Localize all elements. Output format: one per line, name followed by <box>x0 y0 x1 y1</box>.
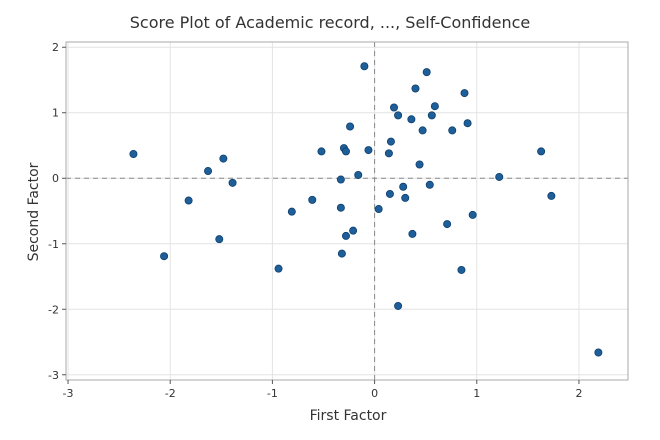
data-point <box>443 220 452 229</box>
x-tick-label: 1 <box>473 387 480 400</box>
chart-title: Score Plot of Academic record, ..., Self… <box>130 13 530 32</box>
y-axis-label: Second Factor <box>26 162 42 261</box>
data-point <box>448 126 457 135</box>
data-point <box>407 115 416 124</box>
data-point <box>219 154 228 163</box>
x-tick-label: -1 <box>267 387 278 400</box>
plot-area-frame <box>65 41 629 381</box>
data-point <box>394 301 403 310</box>
data-point <box>160 252 169 261</box>
data-point <box>457 265 466 274</box>
data-point <box>430 102 439 111</box>
data-point <box>204 167 213 176</box>
data-point <box>463 119 472 128</box>
y-tick-label: -2 <box>48 303 59 316</box>
data-point <box>394 111 403 120</box>
data-point <box>460 89 469 98</box>
data-point <box>547 191 556 200</box>
data-point <box>336 175 345 184</box>
data-point <box>418 126 427 135</box>
data-point <box>360 62 369 71</box>
data-point <box>308 195 317 204</box>
data-point <box>317 147 326 156</box>
data-point <box>427 111 436 120</box>
data-point <box>184 196 193 205</box>
data-point <box>228 178 237 187</box>
data-point <box>408 229 417 238</box>
data-point <box>425 180 434 189</box>
x-tick-label: -3 <box>63 387 74 400</box>
data-point <box>385 189 394 198</box>
x-tick-label: 0 <box>371 387 378 400</box>
data-point <box>129 150 138 159</box>
data-point <box>346 122 355 131</box>
data-point <box>337 249 346 258</box>
x-tick-label: -2 <box>165 387 176 400</box>
data-point <box>386 137 395 146</box>
data-point <box>422 68 431 77</box>
data-point <box>354 170 363 179</box>
y-tick-label: 0 <box>52 172 59 185</box>
data-point <box>495 172 504 181</box>
y-tick-label: -3 <box>48 369 59 382</box>
x-tick-label: 2 <box>575 387 582 400</box>
data-point <box>401 193 410 202</box>
data-point <box>287 207 296 216</box>
data-point <box>336 203 345 212</box>
y-tick-label: 1 <box>52 107 59 120</box>
data-point <box>390 103 399 112</box>
reference-lines <box>66 42 628 380</box>
data-points <box>129 62 603 357</box>
data-point <box>341 147 350 156</box>
data-point <box>399 182 408 191</box>
data-point <box>374 205 383 214</box>
data-point <box>411 84 420 93</box>
data-point <box>274 264 283 273</box>
data-point <box>215 235 224 244</box>
data-point <box>364 146 373 155</box>
x-axis-label: First Factor <box>310 408 387 424</box>
y-tick-label: 2 <box>52 41 59 54</box>
data-point <box>594 348 603 357</box>
data-point <box>415 160 424 169</box>
data-point <box>349 226 358 235</box>
data-point <box>468 210 477 219</box>
y-tick-label: -1 <box>48 238 59 251</box>
axis-ticks: -3 -2 -1 0 1 2 -3 -2 -1 0 1 2 <box>48 41 582 400</box>
data-point <box>384 149 393 158</box>
data-point <box>341 231 350 240</box>
data-point <box>537 147 546 156</box>
